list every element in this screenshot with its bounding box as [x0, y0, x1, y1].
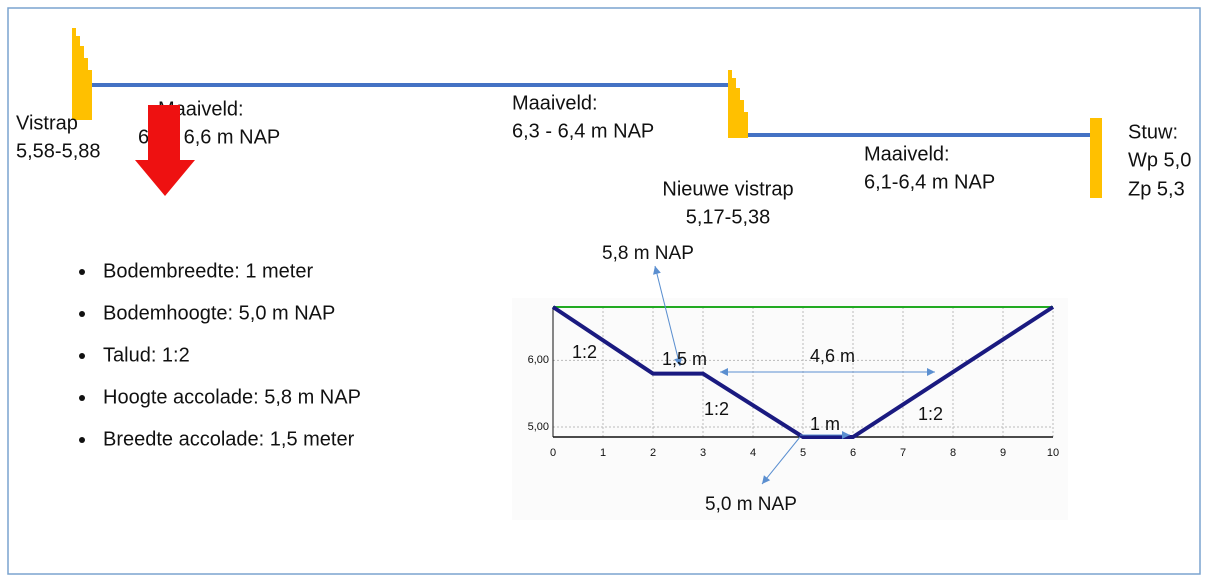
y-tick-label: 6,00	[528, 354, 549, 366]
bullet-text: Bodembreedte: 1 meter	[103, 260, 313, 282]
arrow-head	[653, 266, 661, 275]
fish-pass-icon	[728, 70, 748, 138]
x-tick-label: 6	[850, 447, 856, 459]
label: 6,3 - 6,4 m NAP	[512, 120, 654, 142]
bullet-dot	[79, 437, 85, 443]
x-tick-label: 4	[750, 447, 756, 459]
label: Maaiveld:	[512, 92, 598, 114]
down-arrow	[135, 105, 195, 196]
annotation: 1,5 m	[662, 349, 707, 369]
arrow-head	[927, 368, 935, 376]
x-tick-label: 2	[650, 447, 656, 459]
x-tick-label: 3	[700, 447, 706, 459]
annotation: 1:2	[918, 404, 943, 424]
label: Wp 5,0	[1128, 149, 1191, 171]
annotation: 1 m	[810, 414, 840, 434]
label: Stuw:	[1128, 121, 1178, 143]
annotation: 5,0 m NAP	[705, 494, 797, 515]
label: 5,17-5,38	[686, 206, 771, 228]
bullet-text: Bodemhoogte: 5,0 m NAP	[103, 302, 335, 324]
x-tick-label: 7	[900, 447, 906, 459]
arrow-head	[674, 357, 682, 366]
arrow-head	[762, 475, 771, 484]
annotation: 1:2	[704, 399, 729, 419]
annotation-arrow	[654, 265, 681, 367]
arrow-head	[842, 431, 850, 439]
label: 6,1-6,4 m NAP	[864, 171, 995, 193]
annotation: 4,6 m	[810, 346, 855, 366]
x-tick-label: 0	[550, 447, 556, 459]
y-tick-label: 5,00	[528, 421, 549, 433]
profile-line	[551, 305, 1055, 439]
weir-icon	[1090, 118, 1102, 198]
plot-bg	[512, 298, 1068, 520]
annotation-arrow	[761, 436, 801, 485]
bullet-dot	[79, 269, 85, 275]
label: 5,58-5,88	[16, 140, 101, 162]
annotation: 1:2	[572, 342, 597, 362]
bullet-text: Talud: 1:2	[103, 344, 190, 366]
label: Maaiveld:	[864, 143, 950, 165]
label: Nieuwe vistrap	[662, 178, 793, 200]
x-tick-label: 10	[1047, 447, 1059, 459]
label: Vistrap	[16, 112, 78, 134]
bullet-dot	[79, 311, 85, 317]
bullet-dot	[79, 353, 85, 359]
x-tick-label: 1	[600, 447, 606, 459]
bullet-text: Breedte accolade: 1,5 meter	[103, 428, 355, 450]
x-tick-label: 5	[800, 447, 806, 459]
arrow-head	[720, 368, 728, 376]
label: Zp 5,3	[1128, 178, 1185, 200]
x-tick-label: 8	[950, 447, 956, 459]
fish-pass-icon	[72, 28, 92, 120]
annotation: 5,8 m NAP	[602, 243, 694, 264]
x-tick-label: 9	[1000, 447, 1006, 459]
bullet-text: Hoogte accolade: 5,8 m NAP	[103, 386, 361, 408]
bullet-dot	[79, 395, 85, 401]
